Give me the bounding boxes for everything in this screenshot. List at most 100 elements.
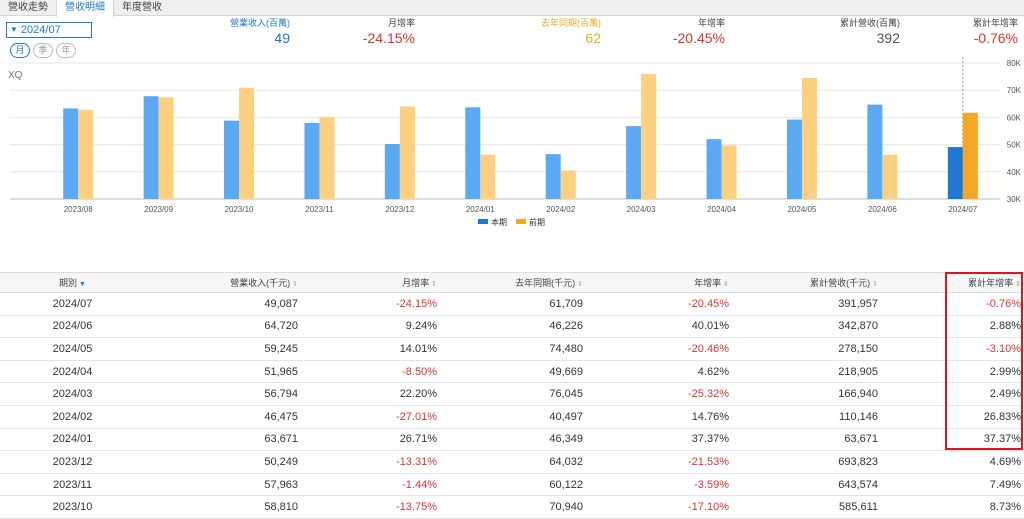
table-cell: 4.62% bbox=[586, 360, 732, 384]
y-tick-label: 50K bbox=[1007, 141, 1022, 150]
bar-previous bbox=[239, 87, 255, 199]
column-header[interactable]: 營業收入(千元) ⇕ bbox=[145, 272, 301, 293]
column-header[interactable]: 期別 ▼ bbox=[0, 272, 145, 293]
column-header[interactable]: 累計營收(千元) ⇕ bbox=[732, 272, 881, 293]
bar-previous bbox=[319, 117, 335, 199]
legend-swatch-previous bbox=[516, 219, 526, 224]
y-tick-label: 40K bbox=[1007, 168, 1022, 177]
table-cell: 70,940 bbox=[440, 495, 586, 519]
column-header[interactable]: 月增率 ⇕ bbox=[301, 272, 440, 293]
column-header-label: 累計營收(千元) bbox=[810, 278, 871, 288]
table-cell: 50,249 bbox=[145, 450, 301, 474]
legend-label-previous: 前期 bbox=[529, 217, 545, 227]
mode-year-button[interactable]: 年 bbox=[56, 43, 76, 58]
table-cell: 40,497 bbox=[440, 405, 586, 429]
table-row[interactable]: 2023/11 57,963 -1.44% 60,122 -3.59% 643,574 7.… bbox=[0, 473, 1024, 497]
column-header[interactable]: 年增率 ⇕ bbox=[586, 272, 732, 293]
summary-yoy: 年增率 -20.45% bbox=[645, 17, 725, 47]
table-cell: 76,045 bbox=[440, 382, 586, 406]
watermark-logo: XQ bbox=[8, 70, 23, 81]
table-cell: 278,150 bbox=[732, 337, 881, 361]
table-cell: -3.10% bbox=[881, 337, 1024, 361]
sort-icon[interactable]: ⇕ bbox=[872, 281, 878, 288]
tab-annual-revenue[interactable]: 年度營收 bbox=[122, 2, 162, 13]
summary-mom: 月增率 -24.15% bbox=[335, 17, 415, 47]
tab-bar: 營收走勢 營收明細 年度營收 bbox=[0, 0, 1024, 17]
tab-revenue-detail[interactable]: 營收明細 bbox=[56, 0, 114, 17]
sort-icon[interactable]: ⇕ bbox=[577, 281, 583, 288]
table-cell: 2024/01 bbox=[0, 428, 145, 452]
bar-previous bbox=[801, 77, 817, 199]
sort-icon[interactable]: ⇕ bbox=[292, 281, 298, 288]
summary-revenue-label: 營業收入(百萬) bbox=[230, 18, 290, 28]
table-row[interactable]: 2024/03 56,794 22.20% 76,045 -25.32% 166,940 2… bbox=[0, 382, 1024, 406]
table-row[interactable]: 2024/02 46,475 -27.01% 40,497 14.76% 110,146 2… bbox=[0, 405, 1024, 429]
table-cell: 64,032 bbox=[440, 450, 586, 474]
table-row[interactable]: 2024/01 63,671 26.71% 46,349 37.37% 63,671 37.… bbox=[0, 428, 1024, 452]
table-cell: 2.88% bbox=[881, 315, 1024, 339]
summary-cumulative-yoy-value: -0.76% bbox=[973, 30, 1018, 46]
table-cell: 2023/12 bbox=[0, 450, 145, 474]
legend-label-current: 本期 bbox=[491, 217, 507, 227]
column-header-label: 去年同期(千元) bbox=[515, 278, 576, 288]
bar-previous bbox=[399, 106, 415, 199]
column-header[interactable]: 累計年增率 ⇕ bbox=[881, 272, 1024, 293]
table-cell: 585,611 bbox=[732, 495, 881, 519]
table-cell: 2023/11 bbox=[0, 473, 145, 497]
bar-current bbox=[626, 126, 642, 199]
table-row[interactable]: 2024/07 49,087 -24.15% 61,709 -20.45% 391,957… bbox=[0, 292, 1024, 316]
table-cell: -25.32% bbox=[586, 382, 732, 406]
bar-previous bbox=[78, 109, 94, 199]
bar-previous bbox=[882, 154, 898, 199]
table-row[interactable]: 2024/05 59,245 14.01% 74,480 -20.46% 278,150-… bbox=[0, 337, 1024, 361]
table-cell: 2024/04 bbox=[0, 360, 145, 384]
x-tick-label: 2023/12 bbox=[385, 205, 414, 214]
table-cell: 14.01% bbox=[301, 337, 440, 361]
bar-previous bbox=[560, 170, 576, 199]
bar-current bbox=[384, 144, 400, 199]
table-cell: 2024/03 bbox=[0, 382, 145, 406]
table-cell: -3.59% bbox=[586, 473, 732, 497]
table-cell: 46,349 bbox=[440, 428, 586, 452]
sort-desc-icon[interactable]: ▼ bbox=[79, 281, 86, 288]
tab-revenue-trend[interactable]: 營收走勢 bbox=[8, 2, 48, 13]
table-cell: 110,146 bbox=[732, 405, 881, 429]
summary-last-year-value: 62 bbox=[585, 30, 601, 46]
x-tick-label: 2024/04 bbox=[707, 205, 736, 214]
column-header[interactable]: 去年同期(千元) ⇕ bbox=[440, 272, 586, 293]
table-cell: 693,823 bbox=[732, 450, 881, 474]
sort-icon[interactable]: ⇕ bbox=[723, 281, 729, 288]
y-tick-label: 70K bbox=[1007, 86, 1022, 95]
bar-current bbox=[63, 108, 79, 199]
table-cell: 37.37% bbox=[586, 428, 732, 452]
bar-current bbox=[786, 119, 802, 199]
table-cell: 2024/06 bbox=[0, 315, 145, 339]
table-cell: 26.83% bbox=[881, 405, 1024, 429]
table-cell: -8.50% bbox=[301, 360, 440, 384]
y-tick-label: 60K bbox=[1007, 113, 1022, 122]
period-select[interactable]: ▼ 2024/07 bbox=[6, 22, 92, 38]
table-row[interactable]: 2023/10 58,810 -13.75% 70,940 -17.10% 585,611… bbox=[0, 495, 1024, 519]
table-row[interactable]: 2024/06 64,720 9.24% 46,226 40.01% 342,870 2.8… bbox=[0, 315, 1024, 339]
bar-previous bbox=[480, 154, 496, 199]
table-row[interactable]: 2023/12 50,249 -13.31% 64,032 -21.53% 693,823… bbox=[0, 450, 1024, 474]
column-header-label: 累計年增率 bbox=[968, 278, 1014, 288]
x-tick-label: 2024/07 bbox=[948, 205, 977, 214]
bar-current bbox=[465, 107, 481, 199]
summary-revenue: 營業收入(百萬) 49 bbox=[215, 17, 290, 47]
x-tick-label: 2024/02 bbox=[546, 205, 575, 214]
table-cell: 8.73% bbox=[881, 495, 1024, 519]
table-cell: 58,810 bbox=[145, 495, 301, 519]
table-cell: 7.49% bbox=[881, 473, 1024, 497]
bar-current bbox=[143, 96, 159, 199]
y-tick-label: 30K bbox=[1007, 195, 1022, 204]
table-cell: 643,574 bbox=[732, 473, 881, 497]
mode-quarter-button[interactable]: 季 bbox=[33, 43, 53, 58]
table-cell: 2024/07 bbox=[0, 292, 145, 316]
sort-icon[interactable]: ⇕ bbox=[1015, 281, 1021, 288]
table-row[interactable]: 2024/04 51,965 -8.50% 49,669 4.62% 218,905 2.9… bbox=[0, 360, 1024, 384]
mode-month-button[interactable]: 月 bbox=[10, 43, 30, 58]
table-cell: 14.76% bbox=[586, 405, 732, 429]
sort-icon[interactable]: ⇕ bbox=[431, 281, 437, 288]
x-tick-label: 2023/09 bbox=[144, 205, 173, 214]
